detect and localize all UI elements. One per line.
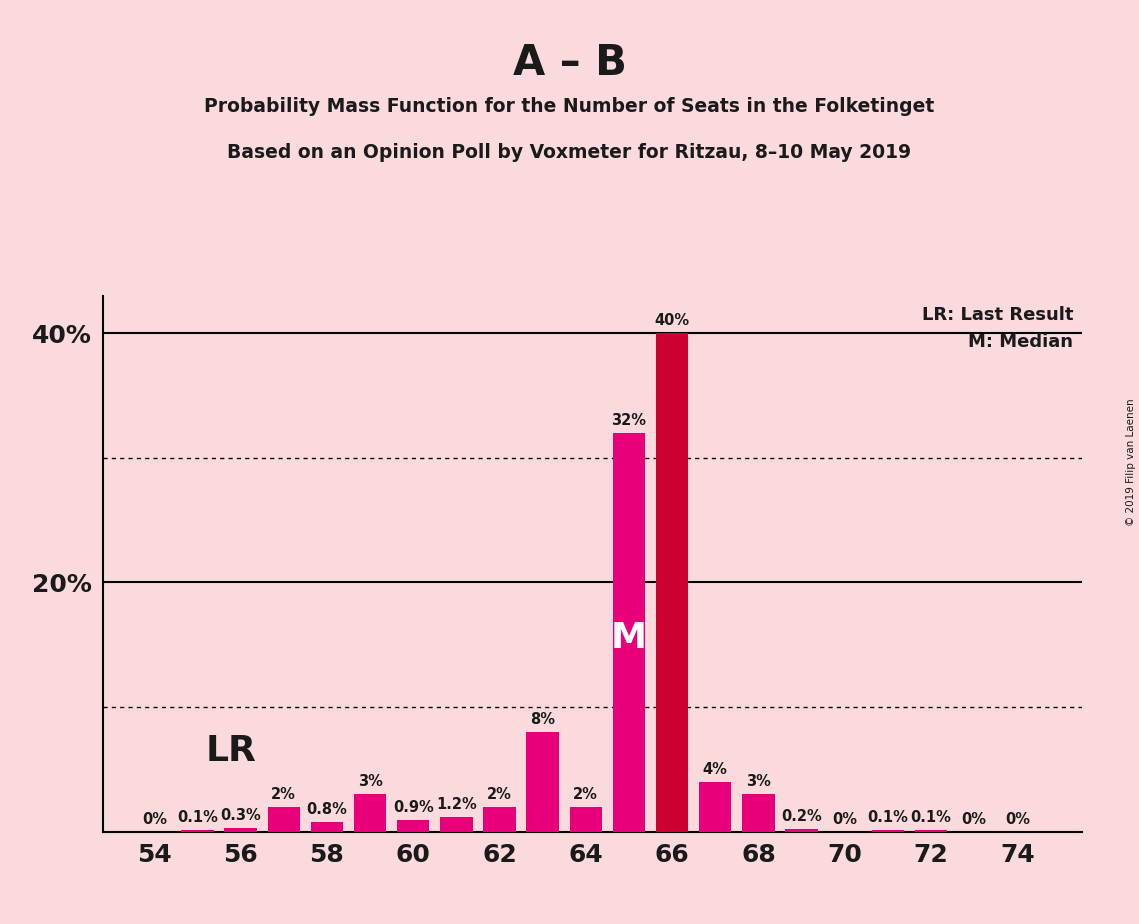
Bar (354, 795, 386, 832)
Text: 0.8%: 0.8% (306, 802, 347, 817)
Text: 2%: 2% (487, 786, 511, 802)
Bar (871, 831, 904, 832)
Text: M: Median: M: Median (968, 333, 1073, 351)
Bar (699, 782, 731, 832)
Text: 0.1%: 0.1% (868, 810, 908, 825)
Bar (224, 828, 256, 832)
Text: 0.3%: 0.3% (220, 808, 261, 823)
Bar (268, 807, 300, 832)
Text: 0.1%: 0.1% (910, 810, 951, 825)
Bar (483, 807, 516, 832)
Text: LR: Last Result: LR: Last Result (921, 306, 1073, 323)
Text: 0%: 0% (1005, 811, 1030, 827)
Text: 0.2%: 0.2% (781, 809, 822, 824)
Text: 0%: 0% (141, 811, 166, 827)
Text: Based on an Opinion Poll by Voxmeter for Ritzau, 8–10 May 2019: Based on an Opinion Poll by Voxmeter for… (228, 143, 911, 163)
Bar (613, 432, 645, 832)
Text: 4%: 4% (703, 761, 728, 777)
Bar (570, 807, 603, 832)
Text: 0%: 0% (961, 811, 986, 827)
Bar (311, 821, 343, 832)
Text: M: M (611, 622, 647, 655)
Text: 8%: 8% (530, 711, 555, 727)
Bar (743, 795, 775, 832)
Bar (786, 829, 818, 832)
Bar (440, 817, 473, 832)
Bar (526, 732, 559, 832)
Text: 0.9%: 0.9% (393, 800, 434, 815)
Text: 3%: 3% (358, 774, 383, 789)
Text: LR: LR (206, 734, 257, 768)
Text: Probability Mass Function for the Number of Seats in the Folketinget: Probability Mass Function for the Number… (204, 97, 935, 116)
Text: 40%: 40% (655, 313, 690, 328)
Text: A – B: A – B (513, 42, 626, 83)
Text: 2%: 2% (573, 786, 598, 802)
Bar (656, 333, 688, 832)
Text: 2%: 2% (271, 786, 296, 802)
Text: 0.1%: 0.1% (177, 810, 218, 825)
Text: 0%: 0% (833, 811, 858, 827)
Bar (398, 821, 429, 832)
Text: © 2019 Filip van Laenen: © 2019 Filip van Laenen (1126, 398, 1136, 526)
Text: 32%: 32% (612, 413, 647, 428)
Bar (915, 831, 948, 832)
Text: 1.2%: 1.2% (436, 796, 477, 811)
Text: 3%: 3% (746, 774, 771, 789)
Bar (181, 831, 214, 832)
